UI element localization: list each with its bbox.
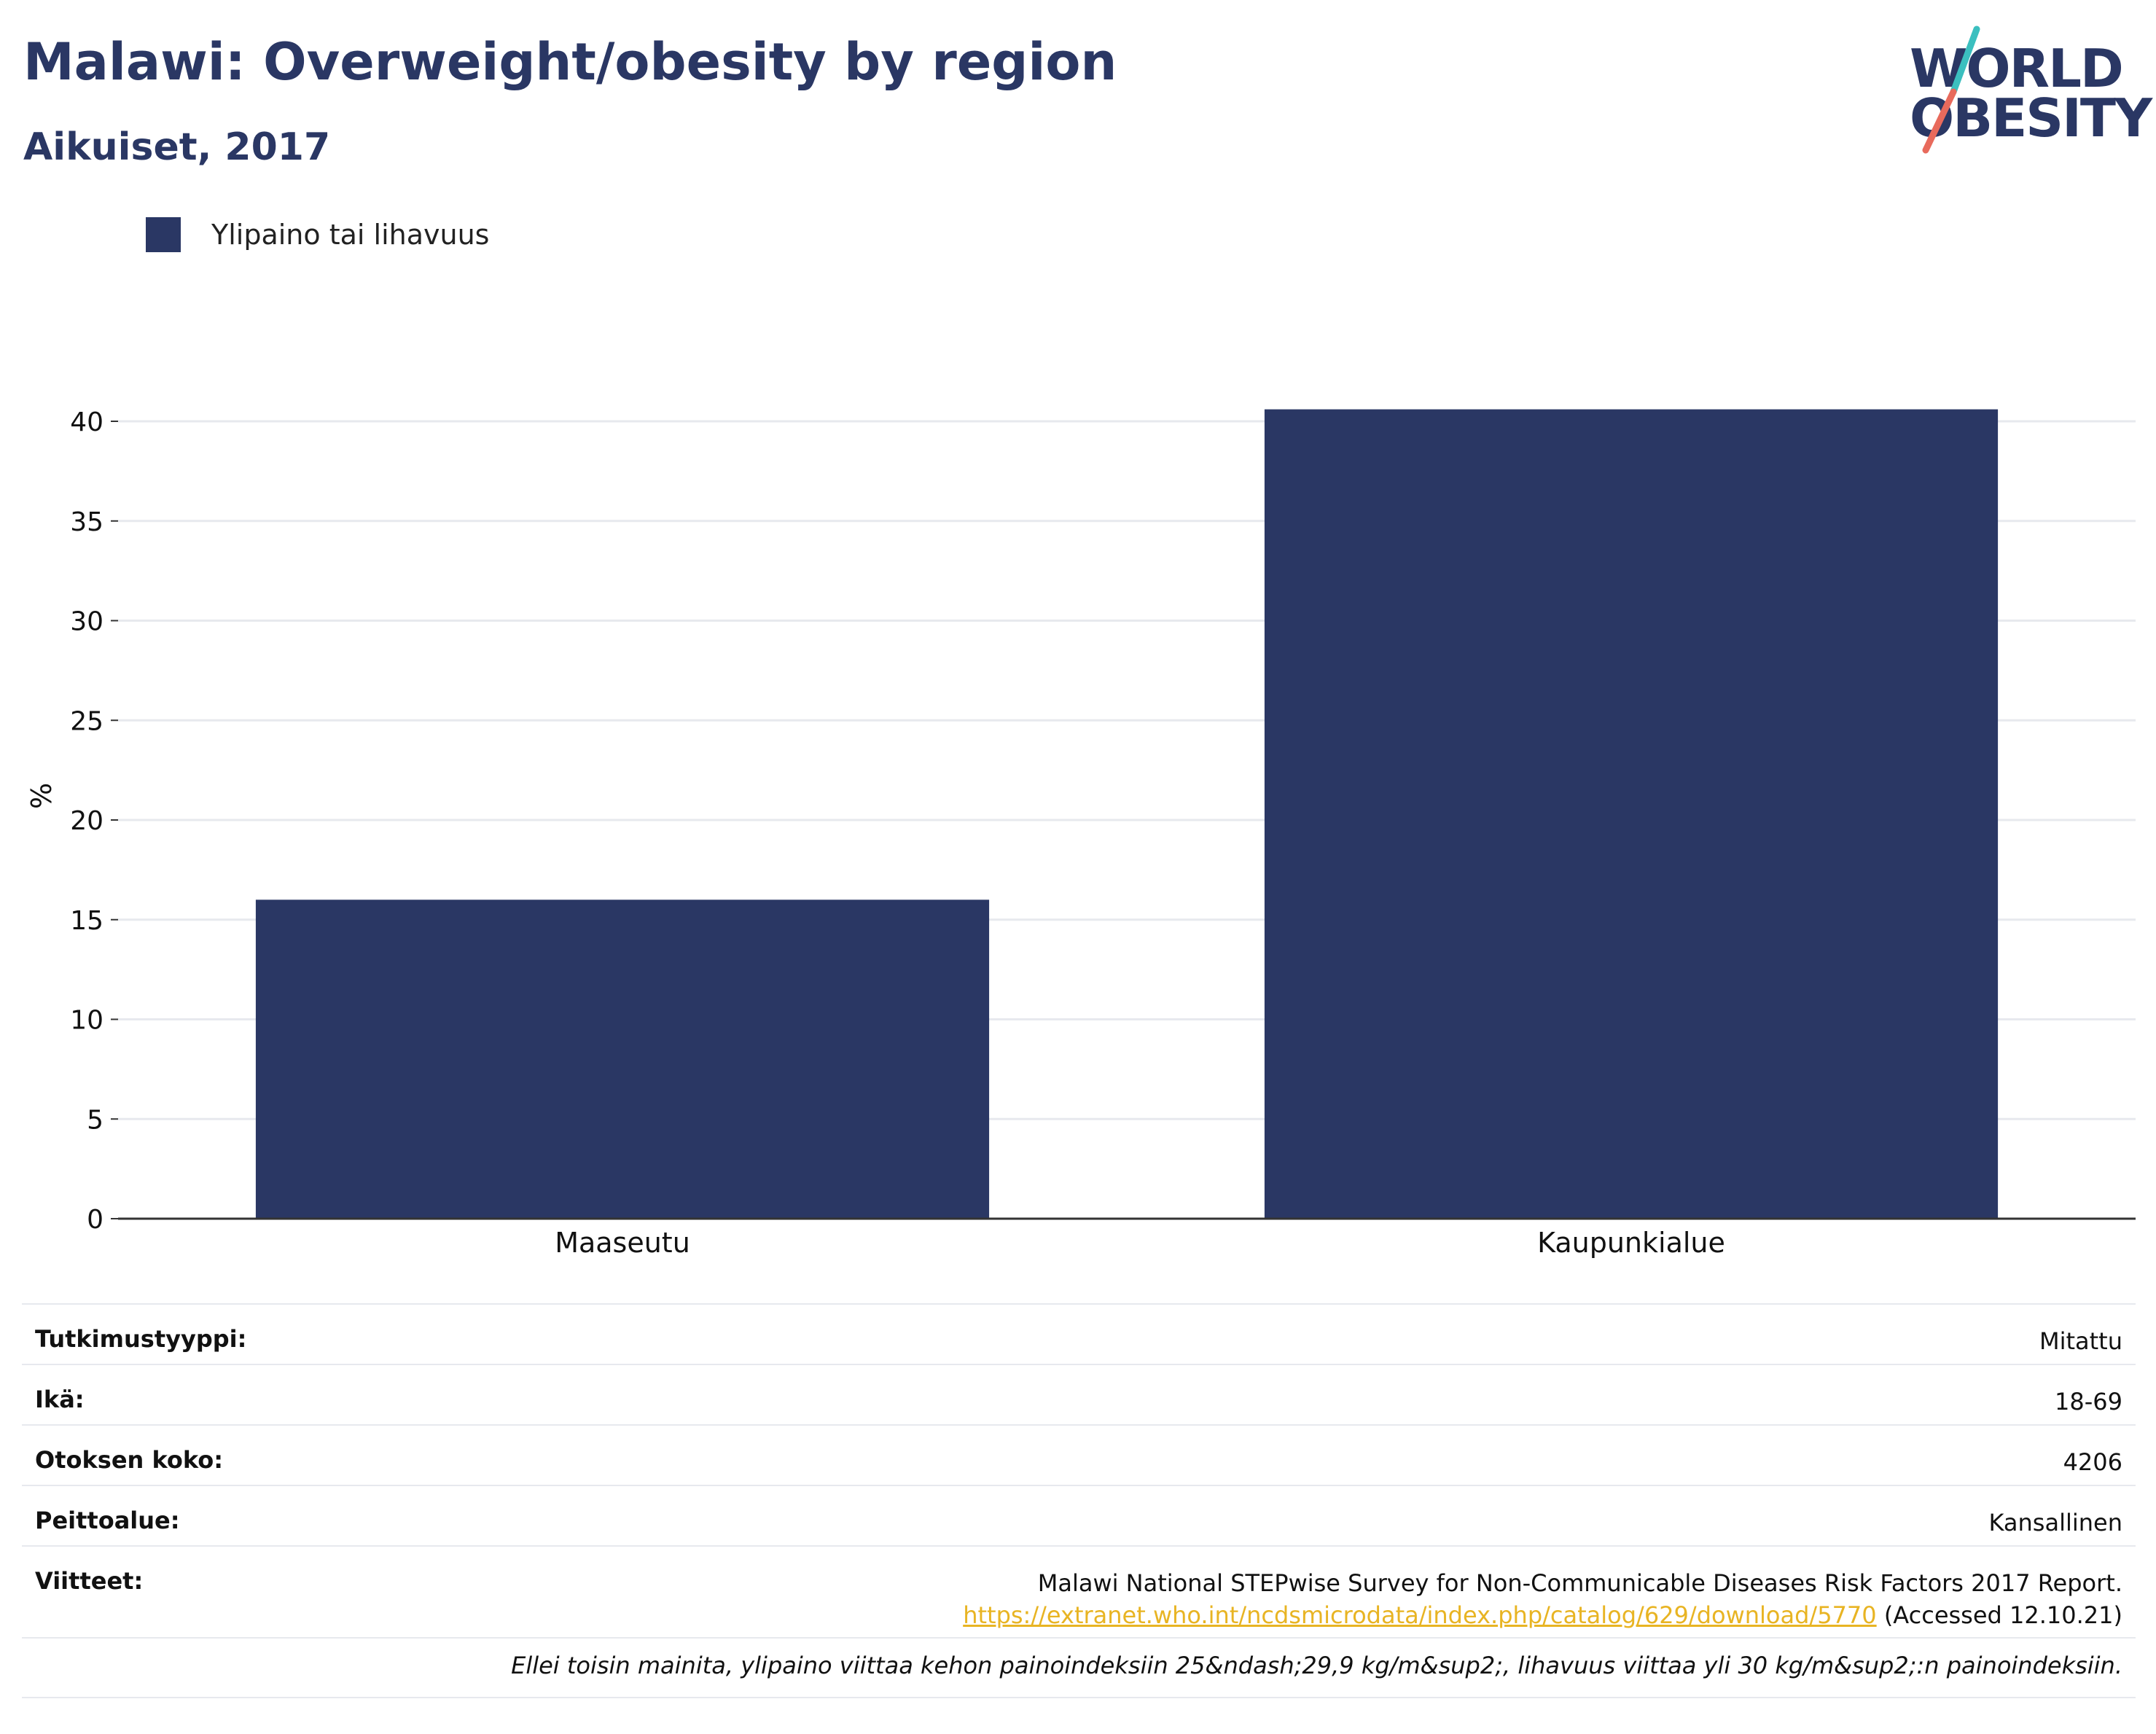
info-row-sample-size: Otoksen koko: 4206 [22,1424,2136,1485]
age-label: Ikä: [35,1386,85,1413]
logo-slash-top [1950,26,1980,95]
logo-slash-bottom [1922,88,1957,154]
y-tick-label: 40 [70,407,103,437]
references-value: Malawi National STEPwise Survey for Non-… [963,1567,2122,1631]
bar-kaupunkialue [1264,409,1999,1219]
y-tick-label: 30 [70,607,103,637]
sample-size-value: 4206 [2063,1448,2122,1476]
bars [255,409,1999,1219]
reference-text: Malawi National STEPwise Survey for Non-… [1037,1569,2122,1597]
y-axis-label: % [26,783,58,809]
y-tick-label: 5 [87,1105,103,1135]
y-tick-label: 15 [70,906,103,936]
sample-size-label: Otoksen koko: [35,1446,224,1474]
logo-slash-icon [1922,26,1980,154]
y-tick-label: 10 [70,1006,103,1036]
info-row-references: Viitteet: Malawi National STEPwise Surve… [22,1545,2136,1637]
page-title: Malawi: Overweight/obesity by region [23,32,1117,92]
logo-line-1: WORLD [1910,38,2124,99]
coverage-value: Kansallinen [1988,1509,2122,1536]
legend-label: Ylipaino tai lihavuus [211,219,490,251]
legend-swatch [146,217,181,252]
chart-legend: Ylipaino tai lihavuus [146,216,489,254]
x-tick-label: Maaseutu [555,1227,690,1259]
world-obesity-logo: WORLD OBESITY [1895,20,2152,159]
info-table: Tutkimustyyppi: Mitattu Ikä: 18-69 Otoks… [22,1303,2136,1698]
info-row-age: Ikä: 18-69 [22,1364,2136,1424]
x-tick-label: Kaupunkialue [1537,1227,1725,1259]
study-type-label: Tutkimustyyppi: [35,1325,247,1353]
references-label: Viitteet: [35,1567,144,1595]
study-type-value: Mitattu [2039,1327,2122,1355]
y-tick-label: 0 [87,1205,103,1235]
bar-chart: 0 5 10 15 20 25 30 35 40 Maaseutu Kaupunkialue % [26,407,2136,1259]
bar-maaseutu [255,899,990,1219]
coverage-label: Peittoalue: [35,1507,180,1534]
info-row-coverage: Peittoalue: Kansallinen [22,1485,2136,1545]
y-tick-label: 20 [70,806,103,836]
reference-link[interactable]: https://extranet.who.int/ncdsmicrodata/i… [963,1601,1877,1629]
axes: 0 5 10 15 20 25 30 35 40 Maaseutu Kaupunkialue [70,407,2136,1259]
info-row-study-type: Tutkimustyyppi: Mitattu [22,1303,2136,1364]
y-tick-label: 25 [70,706,103,736]
y-tick-label: 35 [70,507,103,537]
page-subtitle: Aikuiset, 2017 [23,125,331,169]
reference-accessed: (Accessed 12.10.21) [1883,1601,2122,1629]
footnote: Ellei toisin mainita, ylipaino viittaa k… [22,1637,2136,1698]
age-value: 18-69 [2055,1388,2122,1415]
